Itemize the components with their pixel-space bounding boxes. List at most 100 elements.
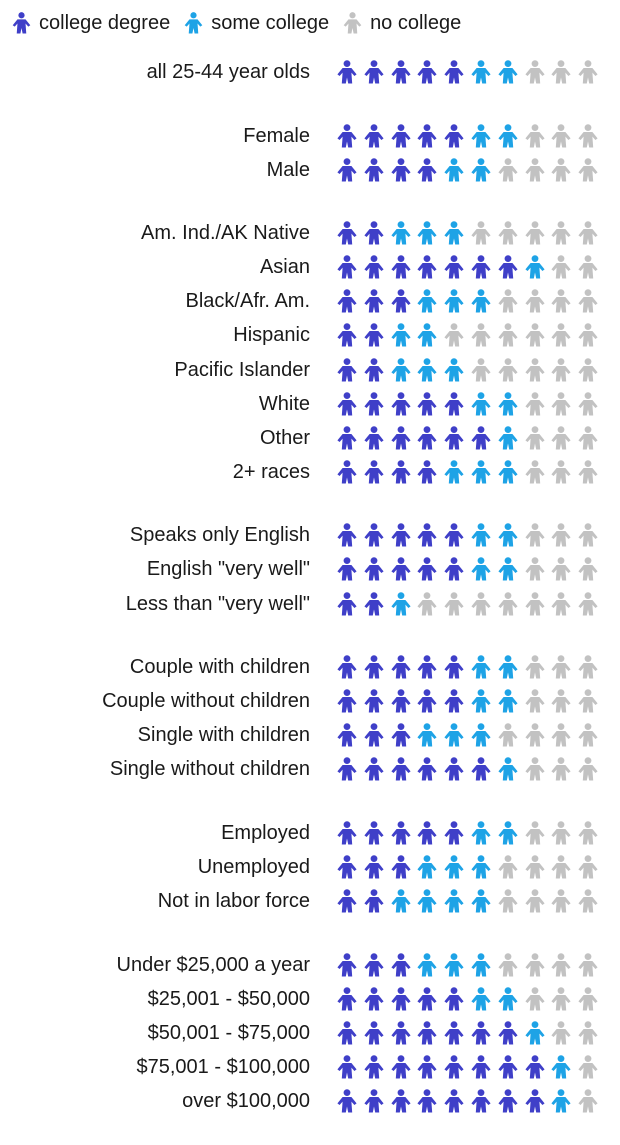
person-icon-no-college	[551, 655, 571, 679]
person-icon-no-college	[551, 60, 571, 84]
person-icon-college-degree	[390, 655, 411, 679]
person-icon-college-degree	[444, 123, 464, 147]
person-icon-no-college	[578, 1020, 598, 1045]
person-icon-no-college	[578, 723, 598, 747]
chart-row: Male	[0, 155, 620, 185]
person-icon-college-degree	[337, 952, 357, 976]
person-icon-college-degree	[337, 255, 357, 279]
person-icon-some-college	[551, 1054, 571, 1079]
row-icons	[336, 855, 612, 879]
person-icon-no-college	[498, 357, 518, 381]
person-icon-no-college	[551, 459, 571, 484]
legend-item-college-degree: college degree	[12, 12, 170, 35]
person-icon-college-degree	[337, 157, 357, 182]
person-icon-college-degree	[390, 157, 411, 182]
person-icon-college-degree	[337, 391, 357, 416]
person-icon-no-college	[524, 425, 545, 450]
person-icon-some-college	[444, 157, 464, 182]
person-icon-college-degree	[364, 323, 384, 347]
row-label: Single with children	[137, 724, 310, 747]
person-icon-no-college	[524, 723, 545, 747]
person-icon-no-college	[498, 889, 518, 913]
person-icon-some-college	[498, 557, 518, 581]
person-icon-no-college	[578, 523, 598, 547]
person-icon-some-college	[471, 889, 491, 913]
person-icon-no-college	[551, 157, 571, 182]
chart-row: over $100,000	[0, 1086, 620, 1116]
legend-item-some-college: some college	[184, 12, 329, 35]
person-icon-college-degree	[471, 1020, 491, 1045]
row-icons	[336, 820, 612, 845]
person-icon-college-degree	[417, 757, 437, 781]
person-icon-some-college	[471, 60, 491, 84]
person-icon-some-college	[390, 591, 411, 615]
person-icon-college-degree	[444, 689, 464, 713]
chart-row: $75,001 - $100,000	[0, 1052, 620, 1082]
person-icon-some-college	[551, 1089, 571, 1113]
row-label: 2+ races	[232, 460, 310, 483]
person-icon-college-degree	[364, 425, 384, 450]
person-icon-no-college	[498, 855, 518, 879]
person-icon-some-college	[498, 820, 518, 845]
row-label: Black/Afr. Am.	[185, 290, 310, 313]
person-icon-no-college	[524, 557, 545, 581]
person-icon-college-degree	[337, 323, 357, 347]
person-icon-some-college	[471, 557, 491, 581]
person-icon-college-degree	[417, 689, 437, 713]
person-icon-some-college	[471, 986, 491, 1011]
person-icon-no-college	[578, 591, 598, 615]
chart-row: Am. Ind./AK Native	[0, 218, 620, 248]
person-icon-college-degree	[444, 1054, 464, 1079]
chart-row: Not in labor force	[0, 886, 620, 916]
chart-row: Unemployed	[0, 852, 620, 882]
person-icon-some-college	[498, 986, 518, 1011]
person-icon-no-college	[524, 60, 545, 84]
row-icons	[336, 1020, 612, 1045]
person-icon-college-degree	[444, 391, 464, 416]
person-icon-college-degree	[364, 591, 384, 615]
person-icon-college-degree	[337, 357, 357, 381]
person-icon-college-degree	[390, 123, 411, 147]
person-icon-some-college	[444, 855, 464, 879]
person-icon-some-college	[471, 723, 491, 747]
person-icon-college-degree	[364, 157, 384, 182]
person-icon-college-degree	[390, 391, 411, 416]
person-icon-college-degree	[498, 1020, 518, 1045]
person-icon-some-college	[471, 123, 491, 147]
person-icon-no-college	[551, 1020, 571, 1045]
legend: college degree some college no college	[12, 8, 475, 38]
person-icon-college-degree	[390, 820, 411, 845]
person-icon-some-college	[417, 889, 437, 913]
person-icon-college-degree	[364, 655, 384, 679]
row-label: Speaks only English	[129, 524, 310, 547]
person-icon-no-college	[551, 523, 571, 547]
person-icon-some-college	[444, 952, 464, 976]
person-icon-some-college	[498, 391, 518, 416]
person-icon-some-college	[444, 889, 464, 913]
person-icon-no-college	[524, 289, 545, 313]
row-label: Employed	[221, 821, 310, 844]
row-icons	[336, 123, 612, 148]
person-icon-college-degree	[337, 1020, 357, 1045]
row-label: Single without children	[109, 758, 310, 781]
person-icon-college-degree	[471, 757, 491, 781]
person-icon-some-college	[444, 221, 464, 245]
row-label: Not in labor force	[157, 890, 310, 912]
person-icon-college-degree	[337, 889, 357, 913]
person-icon-college-degree	[417, 391, 437, 416]
person-icon-college-degree	[337, 855, 357, 879]
person-icon-college-degree	[390, 459, 411, 484]
person-icon-college-degree	[390, 255, 411, 279]
person-icon-some-college	[417, 289, 437, 313]
person-icon-no-college	[524, 689, 545, 713]
person-icon-no-college	[578, 655, 598, 679]
person-icon-college-degree	[417, 557, 437, 581]
person-icon-college-degree	[364, 459, 384, 484]
person-icon-college-degree	[444, 655, 464, 679]
person-icon-college-degree	[364, 1020, 384, 1045]
person-icon-college-degree	[364, 221, 384, 245]
person-icon-college-degree	[390, 986, 411, 1011]
person-icon-some-college	[471, 523, 491, 547]
row-icons	[336, 391, 612, 416]
person-icon-no-college	[524, 889, 545, 913]
